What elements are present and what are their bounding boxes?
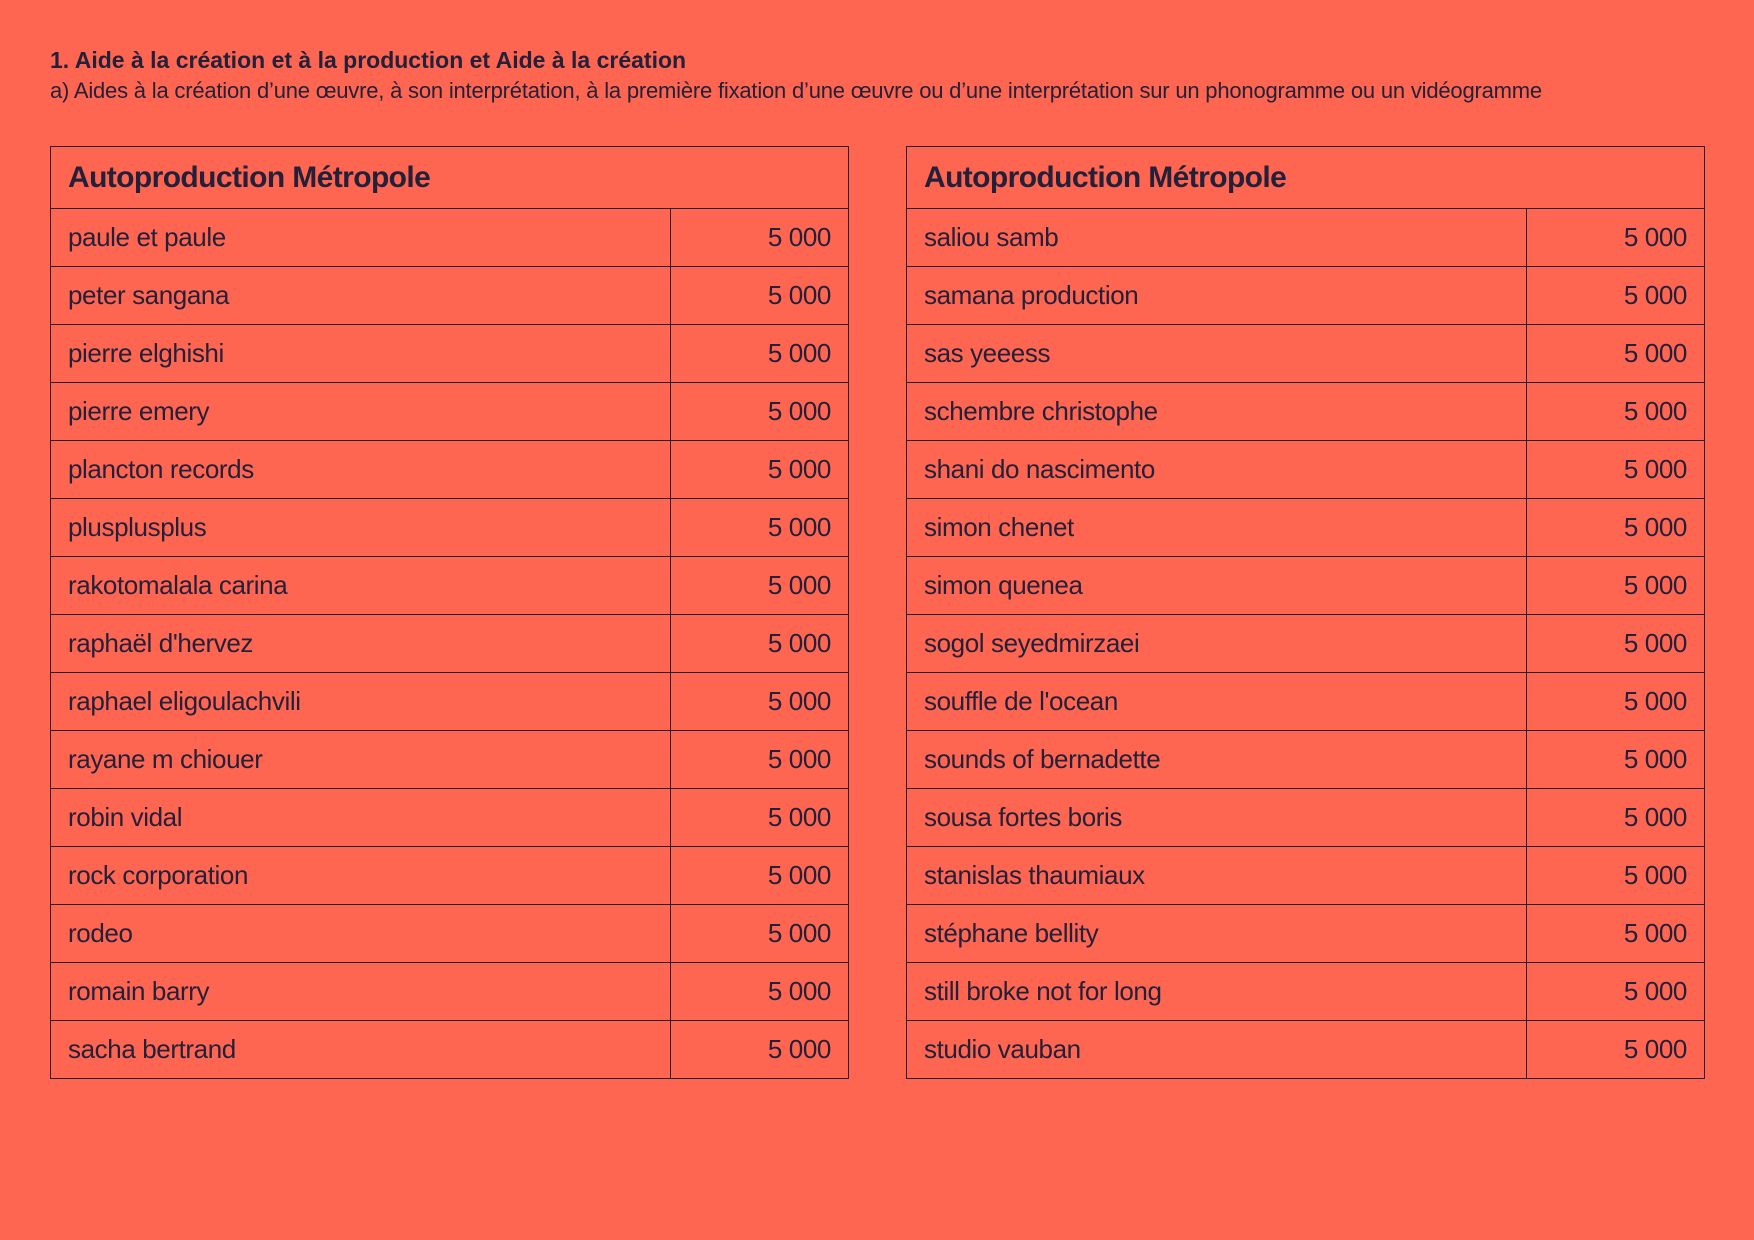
table-row: rakotomalala carina 5 000: [50, 556, 849, 615]
grant-amount: 5 000: [1526, 208, 1705, 267]
grant-amount: 5 000: [670, 382, 849, 441]
recipient-name: rayane m chiouer: [50, 730, 671, 789]
table-row: robin vidal 5 000: [50, 788, 849, 847]
table-row: rayane m chiouer 5 000: [50, 730, 849, 789]
table-row: schembre christophe 5 000: [906, 382, 1705, 441]
recipient-name: romain barry: [50, 962, 671, 1021]
recipient-name: samana production: [906, 266, 1527, 325]
grant-amount: 5 000: [670, 730, 849, 789]
grant-amount: 5 000: [1526, 324, 1705, 383]
grant-amount: 5 000: [670, 614, 849, 673]
table-row: sounds of bernadette 5 000: [906, 730, 1705, 789]
grant-amount: 5 000: [1526, 266, 1705, 325]
grant-amount: 5 000: [1526, 788, 1705, 847]
table-row: souffle de l'ocean 5 000: [906, 672, 1705, 731]
grant-amount: 5 000: [1526, 962, 1705, 1021]
recipient-name: sas yeeess: [906, 324, 1527, 383]
recipient-name: pierre elghishi: [50, 324, 671, 383]
table-row: sousa fortes boris 5 000: [906, 788, 1705, 847]
grant-amount: 5 000: [670, 962, 849, 1021]
table-header-row: Autoproduction Métropole: [906, 146, 1705, 209]
table-title: Autoproduction Métropole: [906, 146, 1705, 209]
grant-amount: 5 000: [1526, 382, 1705, 441]
grant-amount: 5 000: [670, 788, 849, 847]
table-row: raphaël d'hervez 5 000: [50, 614, 849, 673]
table-row: simon quenea 5 000: [906, 556, 1705, 615]
grant-amount: 5 000: [670, 846, 849, 905]
grant-amount: 5 000: [670, 266, 849, 325]
recipient-name: plusplusplus: [50, 498, 671, 557]
recipient-name: raphaël d'hervez: [50, 614, 671, 673]
recipient-name: sousa fortes boris: [906, 788, 1527, 847]
recipient-name: simon chenet: [906, 498, 1527, 557]
recipient-name: stanislas thaumiaux: [906, 846, 1527, 905]
table-row: rock corporation 5 000: [50, 846, 849, 905]
table-row: peter sangana 5 000: [50, 266, 849, 325]
table-title: Autoproduction Métropole: [50, 146, 849, 209]
recipient-name: rock corporation: [50, 846, 671, 905]
table-row: saliou samb 5 000: [906, 208, 1705, 267]
table-row: samana production 5 000: [906, 266, 1705, 325]
table-row: raphael eligoulachvili 5 000: [50, 672, 849, 731]
grant-amount: 5 000: [1526, 614, 1705, 673]
table-row: plusplusplus 5 000: [50, 498, 849, 557]
section-subtitle: a) Aides à la création d’une œuvre, à so…: [50, 78, 1542, 103]
recipient-name: raphael eligoulachvili: [50, 672, 671, 731]
table-row: romain barry 5 000: [50, 962, 849, 1021]
table-row: plancton records 5 000: [50, 440, 849, 499]
section-title: 1. Aide à la création et à la production…: [50, 47, 687, 73]
table-header-row: Autoproduction Métropole: [50, 146, 849, 209]
recipient-name: pierre emery: [50, 382, 671, 441]
table-row: still broke not for long 5 000: [906, 962, 1705, 1021]
grant-amount: 5 000: [670, 1020, 849, 1079]
recipient-name: shani do nascimento: [906, 440, 1527, 499]
recipient-name: sacha bertrand: [50, 1020, 671, 1079]
recipient-name: saliou samb: [906, 208, 1527, 267]
grant-amount: 5 000: [670, 440, 849, 499]
grant-amount: 5 000: [1526, 440, 1705, 499]
table-row: simon chenet 5 000: [906, 498, 1705, 557]
grants-table-left: Autoproduction Métropole paule et paule 5…: [50, 146, 849, 1079]
recipient-name: rakotomalala carina: [50, 556, 671, 615]
table-row: sogol seyedmirzaei 5 000: [906, 614, 1705, 673]
table-row: sas yeeess 5 000: [906, 324, 1705, 383]
grant-amount: 5 000: [1526, 846, 1705, 905]
recipient-name: simon quenea: [906, 556, 1527, 615]
grant-amount: 5 000: [1526, 672, 1705, 731]
recipient-name: paule et paule: [50, 208, 671, 267]
grant-amount: 5 000: [670, 904, 849, 963]
recipient-name: still broke not for long: [906, 962, 1527, 1021]
grant-amount: 5 000: [1526, 904, 1705, 963]
table-row: shani do nascimento 5 000: [906, 440, 1705, 499]
grant-amount: 5 000: [670, 556, 849, 615]
recipient-name: plancton records: [50, 440, 671, 499]
recipient-name: robin vidal: [50, 788, 671, 847]
table-row: stanislas thaumiaux 5 000: [906, 846, 1705, 905]
grant-amount: 5 000: [670, 672, 849, 731]
grant-amount: 5 000: [670, 324, 849, 383]
recipient-name: rodeo: [50, 904, 671, 963]
table-row: sacha bertrand 5 000: [50, 1020, 849, 1079]
grant-amount: 5 000: [670, 208, 849, 267]
table-row: stéphane bellity 5 000: [906, 904, 1705, 963]
table-row: pierre emery 5 000: [50, 382, 849, 441]
grants-table-right: Autoproduction Métropole saliou samb 5 00…: [906, 146, 1705, 1079]
table-row: paule et paule 5 000: [50, 208, 849, 267]
table-row: rodeo 5 000: [50, 904, 849, 963]
grant-amount: 5 000: [1526, 730, 1705, 789]
grant-amount: 5 000: [670, 498, 849, 557]
recipient-name: souffle de l'ocean: [906, 672, 1527, 731]
recipient-name: peter sangana: [50, 266, 671, 325]
recipient-name: stéphane bellity: [906, 904, 1527, 963]
table-row: studio vauban 5 000: [906, 1020, 1705, 1079]
recipient-name: studio vauban: [906, 1020, 1527, 1079]
grant-amount: 5 000: [1526, 1020, 1705, 1079]
grant-amount: 5 000: [1526, 498, 1705, 557]
document-header: 1. Aide à la création et à la production…: [50, 44, 1710, 106]
recipient-name: sounds of bernadette: [906, 730, 1527, 789]
recipient-name: schembre christophe: [906, 382, 1527, 441]
recipient-name: sogol seyedmirzaei: [906, 614, 1527, 673]
table-row: pierre elghishi 5 000: [50, 324, 849, 383]
grant-amount: 5 000: [1526, 556, 1705, 615]
